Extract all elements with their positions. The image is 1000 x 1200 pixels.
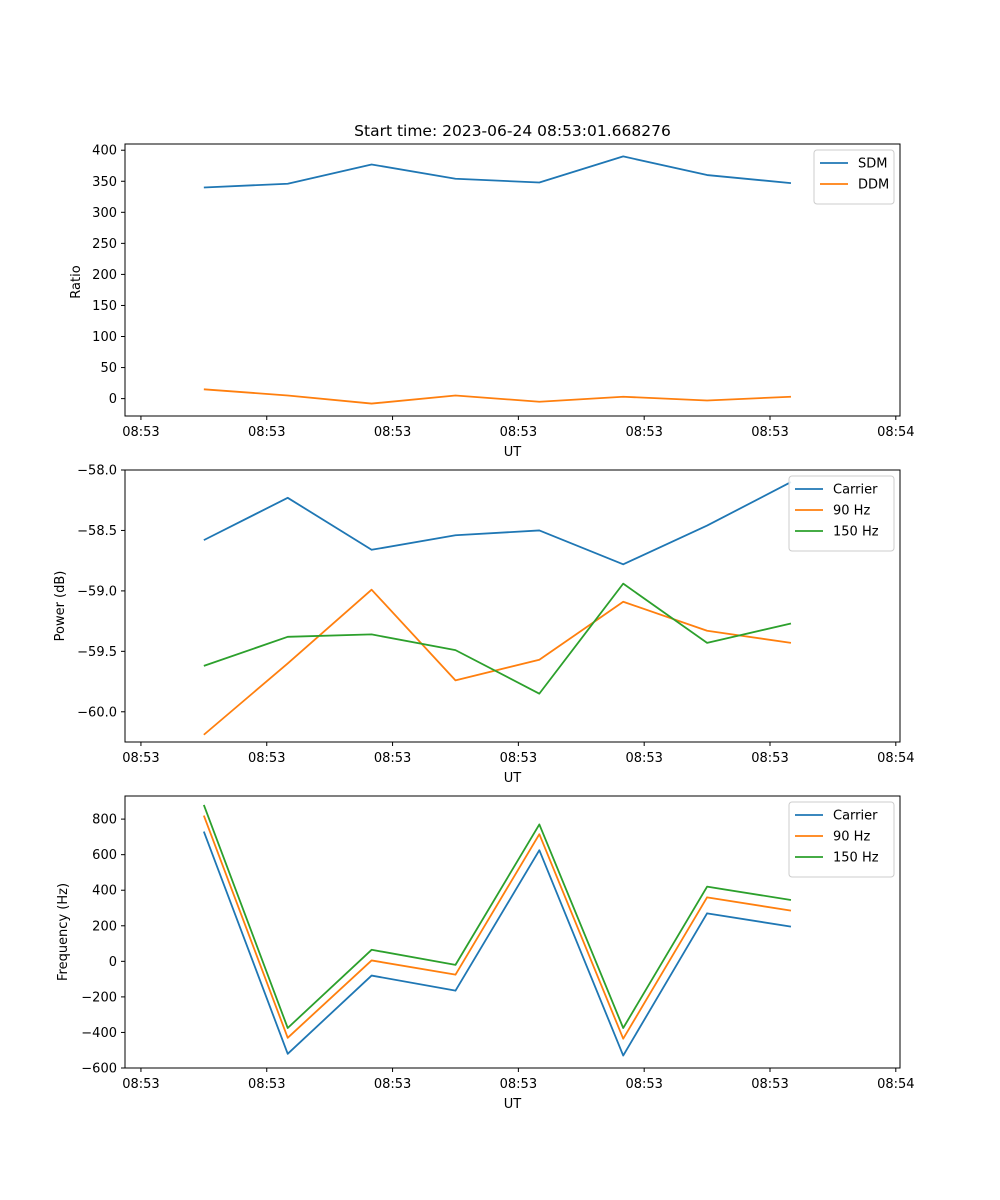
y-tick-label: 150 xyxy=(92,299,117,314)
y-tick-label: 200 xyxy=(92,919,117,934)
x-tick-label: 08:53 xyxy=(500,1077,537,1092)
y-tick-label: 350 xyxy=(92,175,117,190)
legend-label: 90 Hz xyxy=(833,830,870,845)
x-tick-label: 08:53 xyxy=(248,1077,285,1092)
series-line-90-hz xyxy=(203,588,792,736)
x-tick-label: 08:53 xyxy=(122,751,159,766)
series-line-150-hz xyxy=(202,804,792,1029)
y-tick-label: −400 xyxy=(81,1026,117,1041)
x-axis-label: UT xyxy=(504,445,522,460)
x-tick-label: 08:53 xyxy=(625,1077,662,1092)
y-tick-label: 0 xyxy=(109,392,117,407)
y-tick-label: 400 xyxy=(92,144,117,159)
legend-label: 150 Hz xyxy=(833,851,879,866)
y-tick-label: 0 xyxy=(109,955,117,970)
series-line-sdm xyxy=(203,155,792,189)
series-line-carrier xyxy=(203,481,792,566)
legend-label: 90 Hz xyxy=(833,504,870,519)
x-tick-label: 08:53 xyxy=(374,1077,411,1092)
axes-frame xyxy=(124,469,901,743)
series-line-90-hz xyxy=(202,815,792,1040)
y-tick-label: 250 xyxy=(92,237,117,252)
y-tick-label: 200 xyxy=(92,268,117,283)
y-axis-label: Frequency (Hz) xyxy=(56,883,71,981)
y-tick-label: −600 xyxy=(81,1062,117,1077)
y-tick-label: 300 xyxy=(92,206,117,221)
series-line-150-hz xyxy=(203,582,792,695)
y-tick-label: 50 xyxy=(100,361,117,376)
x-tick-label: 08:53 xyxy=(751,1077,788,1092)
x-tick-label: 08:53 xyxy=(248,751,285,766)
axes-frame xyxy=(124,143,901,417)
y-tick-label: −60.0 xyxy=(77,705,117,720)
y-tick-label: −59.0 xyxy=(77,584,117,599)
legend-label: SDM xyxy=(858,157,887,172)
y-tick-label: −200 xyxy=(81,990,117,1005)
axes-frame xyxy=(124,795,901,1069)
legend-label: 150 Hz xyxy=(833,525,879,540)
y-tick-label: 400 xyxy=(92,884,117,899)
power-panel: UT Power (dB) 08:53 08:53 08:53 08:53 08:53 0… xyxy=(53,464,915,787)
x-tick-label: 08:54 xyxy=(877,1077,914,1092)
x-tick-label: 08:53 xyxy=(500,425,537,440)
y-tick-label: 800 xyxy=(92,813,117,828)
y-tick-label: 100 xyxy=(92,330,117,345)
x-axis-label: UT xyxy=(504,1097,522,1112)
x-tick-label: 08:54 xyxy=(877,751,914,766)
y-axis-label: Power (dB) xyxy=(53,571,68,642)
y-tick-label: 600 xyxy=(92,848,117,863)
x-tick-label: 08:53 xyxy=(625,425,662,440)
series-line-ddm xyxy=(203,388,791,405)
legend-label: Carrier xyxy=(833,809,878,824)
frequency-panel: UT Frequency (Hz) 08:53 08:53 08:53 08:53 08… xyxy=(56,795,915,1112)
x-tick-label: 08:53 xyxy=(374,751,411,766)
x-tick-label: 08:53 xyxy=(500,751,537,766)
legend xyxy=(788,475,895,552)
x-tick-label: 08:53 xyxy=(374,425,411,440)
y-tick-label: −59.5 xyxy=(77,645,117,660)
x-tick-label: 08:53 xyxy=(751,425,788,440)
x-tick-label: 08:53 xyxy=(248,425,285,440)
x-tick-label: 08:53 xyxy=(122,1077,159,1092)
x-tick-label: 08:54 xyxy=(877,425,914,440)
legend-label: Carrier xyxy=(833,483,878,498)
y-tick-label: −58.0 xyxy=(77,464,117,479)
x-tick-label: 08:53 xyxy=(122,425,159,440)
y-tick-label: −58.5 xyxy=(77,524,117,539)
x-axis-label: UT xyxy=(504,771,522,786)
series-line-carrier xyxy=(202,831,792,1057)
chart-title: Start time: 2023-06-24 08:53:01.668276 xyxy=(354,122,671,140)
y-axis-label: Ratio xyxy=(69,265,84,298)
ratio-panel: Start time: 2023-06-24 08:53:01.668276 U… xyxy=(69,122,915,460)
x-tick-label: 08:53 xyxy=(751,751,788,766)
legend xyxy=(788,801,895,878)
legend-label: DDM xyxy=(858,178,889,193)
x-tick-label: 08:53 xyxy=(625,751,662,766)
